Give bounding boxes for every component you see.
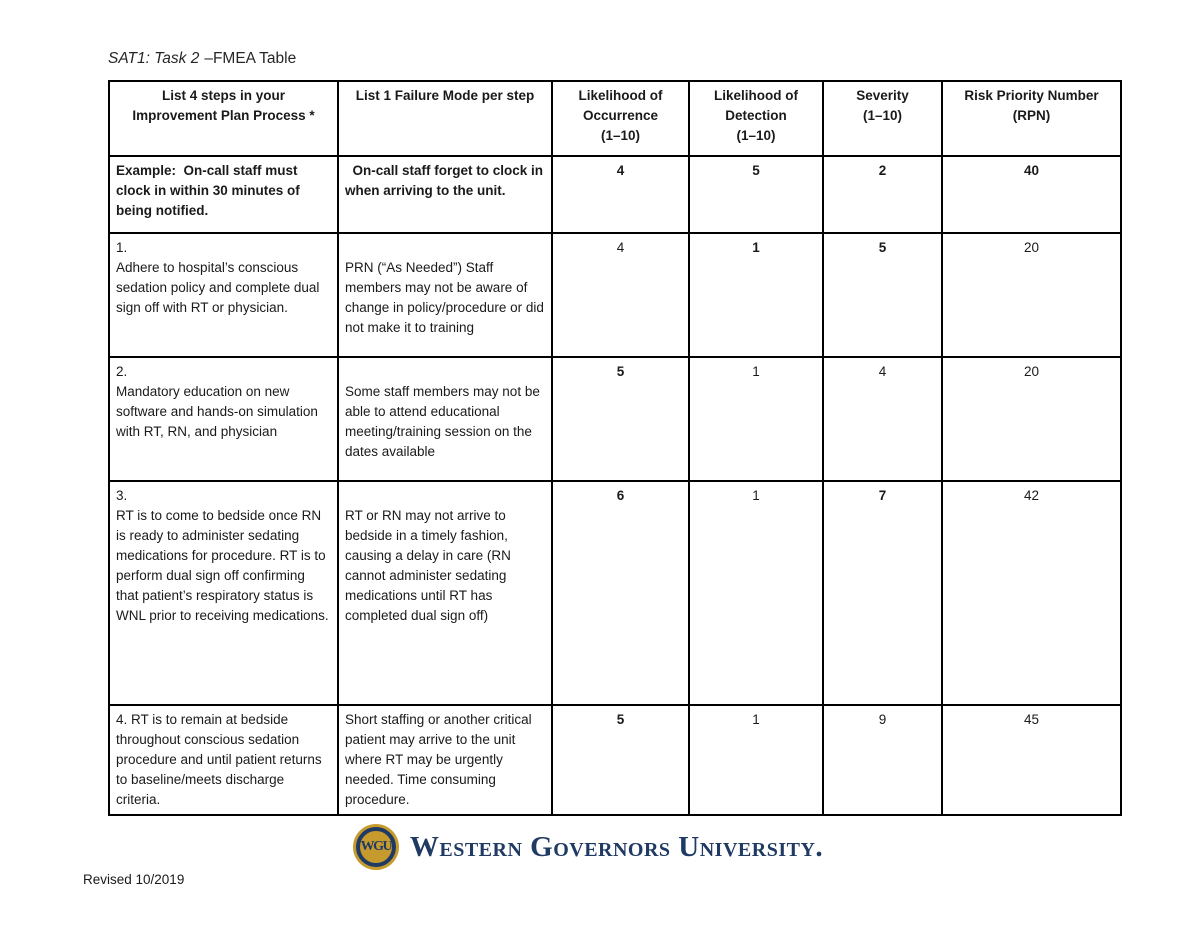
failure-mode-cell: PRN (“As Needed”) Staff members may not …: [337, 232, 553, 358]
severity-cell: 5: [822, 232, 943, 358]
detection-cell: 1: [688, 232, 824, 358]
detection-cell: 1: [688, 356, 824, 482]
severity-cell: 7: [822, 480, 943, 706]
rpn-cell: 20: [941, 232, 1122, 358]
wgu-monogram: WGU: [360, 839, 393, 854]
failure-mode-cell: Some staff members may not be able to at…: [337, 356, 553, 482]
detection-cell: 1: [688, 704, 824, 816]
step-cell: 3. RT is to come to bedside once RN is r…: [108, 480, 339, 706]
occurrence-cell: 4: [551, 155, 690, 234]
severity-cell: 9: [822, 704, 943, 816]
rpn-cell: 45: [941, 704, 1122, 816]
step-cell: 2. Mandatory education on new software a…: [108, 356, 339, 482]
table-row-step4: 4. RT is to remain at bedside throughout…: [108, 704, 1122, 816]
occurrence-cell: 6: [551, 480, 690, 706]
step-cell: 1. Adhere to hospital’s conscious sedati…: [108, 232, 339, 358]
column-header-failure-mode: List 1 Failure Mode per step: [337, 80, 553, 157]
wgu-wordmark: Western Governors University.: [409, 830, 824, 863]
occurrence-cell: 4: [551, 232, 690, 358]
table-row-step2: 2. Mandatory education on new software a…: [108, 356, 1122, 482]
column-header-detection: Likelihood of Detection (1–10): [688, 80, 824, 157]
revision-note: Revised 10/2019: [83, 872, 185, 887]
column-header-occurrence: Likelihood of Occurrence (1–10): [551, 80, 690, 157]
title-task: SAT1: Task 2: [108, 50, 200, 67]
header-row: List 4 steps in your Improvement Plan Pr…: [108, 80, 1122, 157]
step-cell: Example: On-call staff must clock in wit…: [108, 155, 339, 234]
occurrence-cell: 5: [551, 704, 690, 816]
severity-cell: 4: [822, 356, 943, 482]
occurrence-cell: 5: [551, 356, 690, 482]
document-title: SAT1: Task 2 –FMEA Table: [108, 50, 296, 68]
table-row-example: Example: On-call staff must clock in wit…: [108, 155, 1122, 234]
fmea-table: List 4 steps in your Improvement Plan Pr…: [108, 80, 1122, 816]
wgu-seal-icon: WGU: [352, 824, 399, 870]
rpn-cell: 42: [941, 480, 1122, 706]
rpn-cell: 20: [941, 356, 1122, 482]
failure-mode-cell: RT or RN may not arrive to bedside in a …: [337, 480, 553, 706]
column-header-steps: List 4 steps in your Improvement Plan Pr…: [108, 80, 339, 157]
detection-cell: 1: [688, 480, 824, 706]
detection-cell: 5: [688, 155, 824, 234]
column-header-rpn: Risk Priority Number (RPN): [941, 80, 1122, 157]
severity-cell: 2: [822, 155, 943, 234]
rpn-cell: 40: [941, 155, 1122, 234]
wgu-logo: WGU Western Governors University.: [0, 820, 1188, 874]
step-cell: 4. RT is to remain at bedside throughout…: [108, 704, 339, 816]
title-suffix: –FMEA Table: [204, 50, 297, 67]
failure-mode-cell: On-call staff forget to clock in when ar…: [337, 155, 553, 234]
failure-mode-cell: Short staffing or another critical patie…: [337, 704, 553, 816]
table-row-step3: 3. RT is to come to bedside once RN is r…: [108, 480, 1122, 706]
table-row-step1: 1. Adhere to hospital’s conscious sedati…: [108, 232, 1122, 358]
column-header-severity: Severity (1–10): [822, 80, 943, 157]
